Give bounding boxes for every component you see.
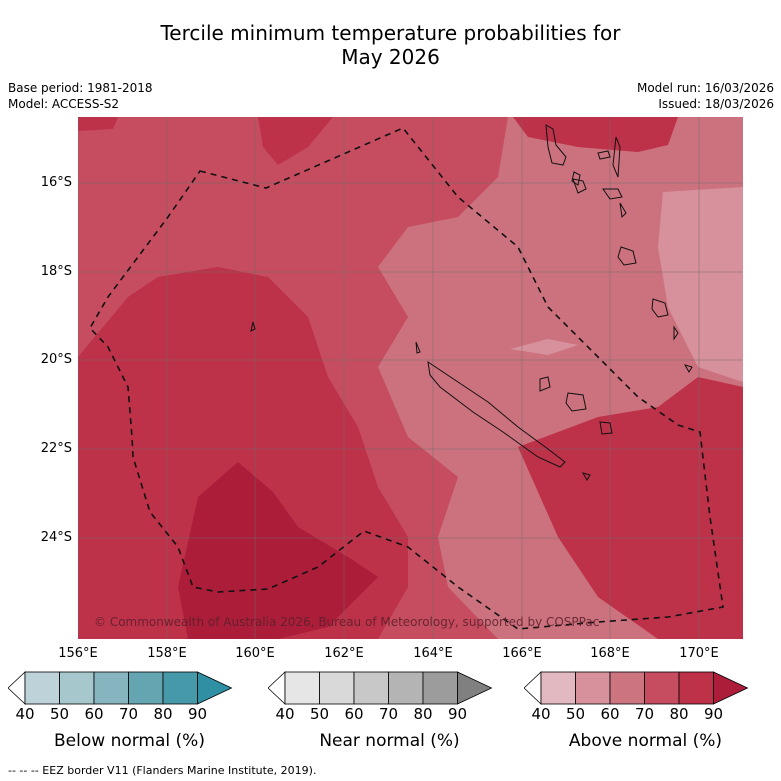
colorbar-tick-label: 50 (565, 705, 586, 723)
graticule (78, 117, 743, 639)
colorbar-tick-label: 70 (634, 705, 655, 723)
lat-label-22s: 22°S (40, 441, 72, 456)
colorbar-label-above: Above normal (%) (568, 731, 723, 751)
map-canvas: © Commonwealth of Australia 2026, Bureau… (78, 117, 743, 639)
eez-border (89, 127, 724, 630)
lon-label-160e: 160°E (235, 646, 275, 661)
base-period: Base period: 1981-2018 (8, 81, 153, 95)
colorbar-label-near: Near normal (%) (319, 731, 460, 751)
colorbar-tick-label: 80 (669, 705, 689, 723)
colorbar-tick-label: 40 (275, 705, 295, 723)
colorbar-tick-label: 60 (84, 705, 104, 723)
colorbar-below-normal (8, 671, 233, 705)
zone-80-north (258, 117, 333, 165)
colorbar-min-extension (268, 671, 286, 705)
colorbar-above-normal (524, 671, 749, 705)
colorbar-segment (678, 671, 714, 705)
zone-90-sw (178, 462, 378, 639)
colorbar-max-extension (197, 671, 233, 705)
colorbar-tick-label: 90 (187, 705, 208, 723)
colorbar-segment (284, 671, 320, 705)
colorbar-segment (319, 671, 355, 705)
issued-date: Issued: 18/03/2026 (658, 97, 774, 111)
lat-label-18s: 18°S (40, 264, 72, 279)
zone-60-east (658, 187, 743, 382)
colorbar-tick-label: 50 (49, 705, 70, 723)
colorbar-segment (24, 671, 60, 705)
colorbar-tick-label: 60 (600, 705, 620, 723)
colorbar-segment (575, 671, 611, 705)
colorbar-segment (388, 671, 424, 705)
colorbar-tick-label: 70 (118, 705, 139, 723)
zone-60-small (510, 339, 578, 355)
lon-label-158e: 158°E (147, 646, 187, 661)
lon-label-164e: 164°E (413, 646, 453, 661)
island-santo (545, 124, 567, 166)
colorbar-segment (59, 671, 95, 705)
colorbar-near-normal (268, 671, 493, 705)
model-run: Model run: 16/03/2026 (636, 81, 774, 95)
colorbar-tick-label: 50 (309, 705, 330, 723)
lon-label-170e: 170°E (679, 646, 719, 661)
lon-label-168e: 168°E (590, 646, 630, 661)
lon-label-162e: 162°E (324, 646, 364, 661)
lat-label-16s: 16°S (40, 175, 72, 190)
colorbar-segment (609, 671, 645, 705)
colorbar-tick-label: 60 (344, 705, 364, 723)
eez-footnote: -- -- -- EEZ border V11 (Flanders Marine… (8, 764, 317, 777)
islands (250, 124, 693, 481)
colorbar-label-below: Below normal (%) (54, 731, 205, 751)
lat-label-24s: 24°S (40, 530, 72, 545)
copyright-text: © Commonwealth of Australia 2026, Bureau… (94, 615, 599, 629)
lon-label-166e: 166°E (502, 646, 542, 661)
colorbar-min-extension (524, 671, 542, 705)
lon-label-156e: 156°E (58, 646, 98, 661)
colorbar-tick-label: 90 (703, 705, 724, 723)
colorbar-tick-label: 40 (15, 705, 35, 723)
probability-map[interactable]: © Commonwealth of Australia 2026, Bureau… (78, 117, 743, 639)
colorbar-tick-label: 80 (413, 705, 433, 723)
zone-80-se (518, 377, 743, 639)
zone-80-ne (513, 117, 678, 152)
zone-80-nw (78, 117, 118, 131)
colorbar-max-extension (713, 671, 749, 705)
colorbar-segment (353, 671, 389, 705)
colorbar-tick-label: 40 (531, 705, 551, 723)
lat-label-20s: 20°S (40, 352, 72, 367)
model-name: Model: ACCESS-S2 (8, 97, 120, 111)
colorbar-segment (422, 671, 458, 705)
colorbar-tick-label: 90 (447, 705, 468, 723)
island-new-caledonia (427, 360, 566, 468)
colorbar-segment (540, 671, 576, 705)
map-title-line1: Tercile minimum temperature probabilitie… (160, 21, 621, 45)
colorbar-segment (93, 671, 129, 705)
colorbar-max-extension (457, 671, 493, 705)
map-title-line2: May 2026 (341, 45, 440, 69)
colorbar-tick-label: 70 (378, 705, 399, 723)
colorbar-segment (128, 671, 164, 705)
colorbar-tick-label: 80 (153, 705, 173, 723)
colorbar-min-extension (8, 671, 26, 705)
colorbar-segment (644, 671, 680, 705)
colorbar-segment (162, 671, 198, 705)
